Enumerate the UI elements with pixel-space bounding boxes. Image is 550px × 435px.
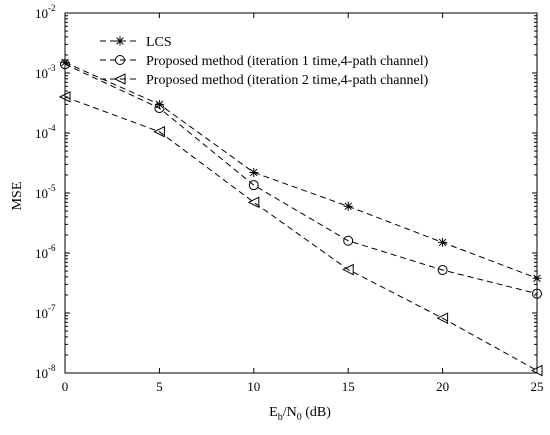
y-axis-ticks: 10-8 10-7 10-6 10-5 10-4 10-3 10-2 xyxy=(35,3,537,381)
x-tick-label: 0 xyxy=(62,379,69,394)
x-tick-label: 5 xyxy=(156,379,163,394)
y-tick-label: 10-4 xyxy=(35,123,56,141)
series-3-point xyxy=(342,263,354,276)
legend-marker xyxy=(115,36,125,46)
legend-label: LCS xyxy=(146,35,172,50)
y-tick-label: 10-7 xyxy=(35,303,56,321)
x-axis-label: Eb/N0 (dB) xyxy=(269,405,331,423)
legend: LCS Proposed method (iteration 1 time,4-p… xyxy=(100,35,429,88)
series-3-point xyxy=(247,196,260,209)
series-1-point xyxy=(154,99,164,109)
series-1-point xyxy=(438,237,448,247)
series-1-point xyxy=(343,201,353,211)
series-line-3 xyxy=(64,96,538,371)
y-axis-label: MSE xyxy=(10,182,25,211)
y-tick-label: 10-3 xyxy=(35,63,56,81)
series-2-point xyxy=(437,265,448,276)
y-tick-label: 10-6 xyxy=(35,243,56,261)
y-tick-label: 10-5 xyxy=(35,183,56,201)
legend-marker xyxy=(115,55,125,65)
y-tick-label: 10-2 xyxy=(35,3,56,21)
y-tick-label: 10-8 xyxy=(35,363,56,381)
series-3-point xyxy=(436,312,449,324)
legend-marker xyxy=(113,73,126,85)
series-line-2 xyxy=(64,63,538,295)
x-tick-label: 15 xyxy=(342,379,355,394)
series-2-point xyxy=(343,235,354,246)
legend-label: Proposed method (iteration 1 time,4-path… xyxy=(146,54,429,69)
series-3-point xyxy=(153,125,165,138)
x-axis-ticks: 0 5 10 15 20 25 xyxy=(62,13,544,394)
x-tick-label: 25 xyxy=(531,379,544,394)
series-2-point xyxy=(248,180,259,191)
x-tick-label: 10 xyxy=(247,379,260,394)
x-tick-label: 20 xyxy=(436,379,449,394)
series-2-point xyxy=(154,103,165,114)
legend-label: Proposed method (iteration 2 time,4-path… xyxy=(146,73,429,88)
series-1-point xyxy=(249,167,259,177)
